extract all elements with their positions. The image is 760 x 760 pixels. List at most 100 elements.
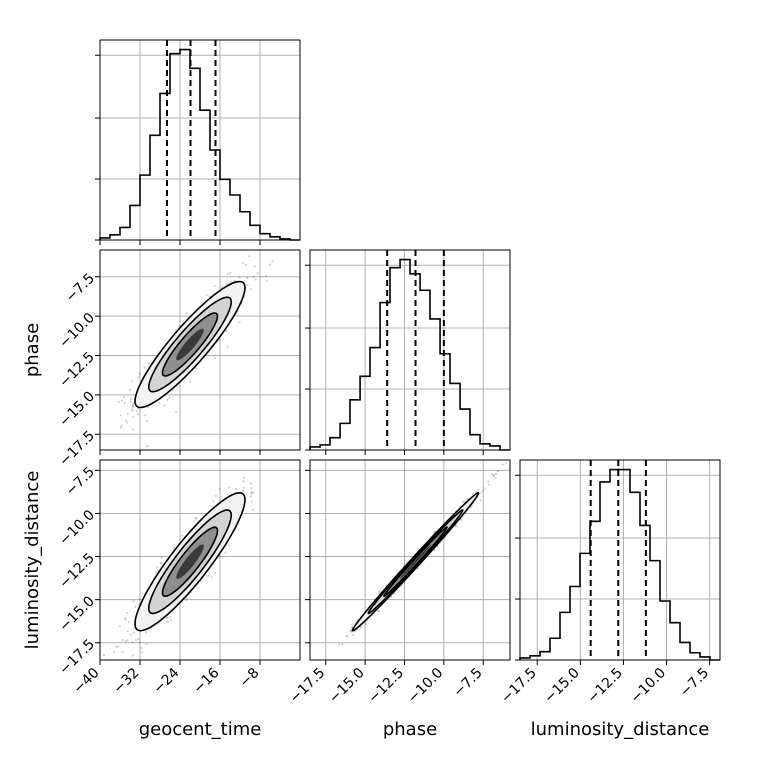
ytick-label-luminosity-distance-2: −12.5 [56, 550, 98, 592]
scatter-point [132, 600, 135, 603]
scatter-point [131, 408, 134, 411]
scatter-point [359, 626, 362, 629]
scatter-point [242, 261, 245, 264]
scatter-point [126, 629, 129, 633]
scatter-point [121, 399, 124, 402]
scatter-point [140, 651, 144, 654]
scatter-point [138, 372, 142, 375]
scatter-point [460, 519, 463, 522]
scatter-point [146, 444, 149, 448]
scatter-point [249, 288, 252, 291]
scatter-point [226, 272, 229, 275]
scatter-point [213, 284, 216, 288]
scatter-point [228, 544, 231, 547]
scatter-point [377, 609, 380, 613]
scatter-point [137, 376, 140, 379]
scatter-point [483, 487, 487, 490]
scatter-point [417, 567, 420, 570]
scatter-point [486, 480, 490, 483]
scatter-point [130, 397, 133, 400]
scatter-point [338, 643, 341, 646]
scatter-point [345, 635, 348, 638]
scatter-point [166, 398, 169, 401]
scatter-point [135, 410, 138, 413]
scatter-point [175, 410, 178, 413]
hist-panel-geocent-time [95, 39, 301, 241]
scatter-point [466, 498, 469, 501]
scatter-point [147, 362, 150, 365]
scatter-point [455, 525, 458, 528]
scatter-point [214, 494, 217, 497]
scatter-point [210, 576, 213, 579]
scatter-point [193, 520, 196, 523]
scatter-point [209, 504, 212, 507]
scatter-point [433, 530, 436, 534]
xtick-label-geocent-time-2: −24 [150, 665, 182, 697]
scatter-point [496, 469, 499, 473]
scatter-point [131, 641, 134, 644]
scatter-point [493, 474, 496, 477]
xtick-label-geocent-time-3: −16 [190, 665, 222, 697]
scatter-point [250, 492, 253, 495]
xtick-label-luminosity-distance-0: −17.5 [498, 665, 540, 707]
ytick-label-luminosity-distance-3: −10.0 [56, 507, 98, 549]
scatter-point [225, 329, 228, 333]
scatter-point [118, 400, 121, 403]
ytick-label-phase-1: −15.0 [56, 389, 98, 431]
scatter-point [172, 546, 175, 549]
scatter-point [121, 651, 124, 654]
scatter-point [491, 473, 494, 476]
ytick-label-luminosity-distance-1: −15.0 [56, 593, 98, 635]
scatter-point [185, 312, 188, 315]
hist-frame-luminosity-distance [519, 459, 721, 661]
scatter-point [119, 414, 122, 417]
scatter-point [350, 626, 354, 629]
scatter-point [181, 534, 184, 537]
scatter-point [472, 492, 475, 496]
scatter-point [252, 275, 255, 278]
scatter-point [143, 365, 146, 369]
xtick-label-luminosity-distance-3: −10.0 [627, 665, 669, 707]
scatter-point [140, 647, 143, 650]
scatter-point [277, 455, 279, 457]
scatter-point [131, 409, 134, 412]
scatter-point [160, 562, 163, 565]
scatter-point [229, 272, 232, 275]
scatter-point [228, 486, 231, 489]
scatter-point [256, 272, 259, 275]
scatter-point [250, 500, 253, 503]
scatter-point [492, 475, 495, 478]
scatter-panel-geocent-time-vs-phase [99, 249, 301, 451]
scatter-point [145, 419, 149, 422]
scatter-point [364, 622, 367, 626]
scatter-point [238, 276, 241, 279]
scatter-point [218, 339, 221, 342]
scatter-point [138, 641, 141, 644]
scatter-point [501, 463, 504, 466]
scatter-point [269, 263, 272, 266]
scatter-point [378, 591, 381, 594]
scatter-point [212, 500, 215, 503]
scatter-point [495, 472, 498, 476]
scatter-point [138, 598, 141, 601]
scatter-point [461, 500, 464, 503]
scatter-point [238, 321, 241, 324]
scatter-point [246, 283, 249, 286]
scatter-point [470, 505, 473, 508]
scatter-point [393, 592, 396, 595]
scatter-point [248, 255, 251, 258]
xtick-label-luminosity-distance-2: −12.5 [584, 665, 626, 707]
scatter-point [218, 488, 221, 491]
scatter-point [166, 616, 169, 619]
hist-frame-geocent-time [99, 39, 301, 241]
y-axis-label-luminosity-distance: luminosity_distance [22, 471, 43, 650]
scatter-point [254, 278, 257, 281]
density-contour-geocent-time-vs-luminosity-distance-3 [176, 544, 204, 579]
scatter-point [137, 637, 140, 641]
scatter-point [494, 476, 497, 479]
scatter-point [242, 476, 246, 479]
scatter-point [129, 388, 132, 391]
scatter-point [132, 403, 135, 406]
scatter-point [208, 295, 211, 298]
hist-steps-luminosity-distance [519, 468, 720, 661]
